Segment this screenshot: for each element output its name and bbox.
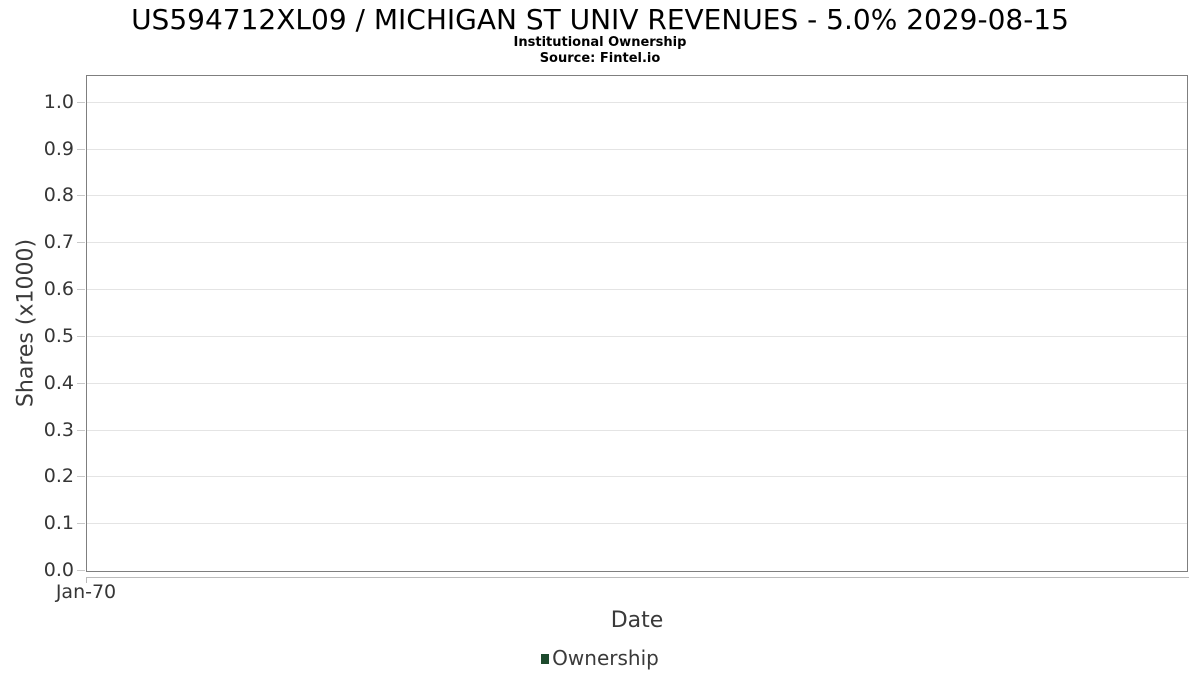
y-gridline	[87, 149, 1187, 150]
plot-area: 0.0 0.1 0.2 0.3 0.4 0.5 0.6 0.7 0.8 0.9 1.0	[44, 75, 1188, 581]
y-gridline	[87, 195, 1187, 196]
chart-source: Source: Fintel.io	[539, 51, 661, 66]
y-tick-mark	[77, 336, 85, 337]
y-axis-label: Shares (x1000)	[13, 238, 39, 408]
y-tick-mark	[77, 476, 85, 477]
y-tick-mark	[77, 289, 85, 290]
y-tick-label: 0.2	[43, 465, 74, 487]
y-tick-label: 0.0	[43, 559, 74, 581]
y-tick-label: 0.4	[43, 372, 74, 394]
legend: Ownership	[0, 646, 1200, 670]
y-tick-label: 0.3	[43, 419, 74, 441]
y-tick-mark	[77, 102, 85, 103]
y-gridline	[87, 523, 1187, 524]
y-gridline	[87, 476, 1187, 477]
y-tick-mark	[77, 149, 85, 150]
y-tick-mark	[77, 195, 85, 196]
y-tick-mark	[77, 430, 85, 431]
chart-subtitle: Institutional Ownership	[513, 35, 687, 50]
y-tick-label: 0.6	[43, 278, 74, 300]
x-tick-mark	[86, 577, 87, 583]
y-gridline	[87, 289, 1187, 290]
y-gridline	[87, 336, 1187, 337]
y-tick-mark	[77, 242, 85, 243]
y-tick-label: 0.1	[43, 512, 74, 534]
y-tick-label: 0.8	[43, 184, 74, 206]
y-tick-label: 0.7	[43, 231, 74, 253]
legend-label: Ownership	[552, 646, 659, 670]
y-tick-mark	[77, 383, 85, 384]
y-tick-label: 1.0	[43, 91, 74, 113]
y-gridline	[87, 102, 1187, 103]
x-axis-label: Date	[610, 608, 664, 633]
y-tick-label: 0.9	[43, 138, 74, 160]
y-gridline	[87, 430, 1187, 431]
chart-title: US594712XL09 / MICHIGAN ST UNIV REVENUES…	[131, 3, 1069, 36]
y-tick-mark	[77, 570, 85, 571]
y-tick-label: 0.5	[43, 325, 74, 347]
y-gridline	[87, 383, 1187, 384]
x-tick-label: Jan-70	[55, 581, 117, 603]
y-gridline	[87, 242, 1187, 243]
y-tick-mark	[77, 523, 85, 524]
legend-marker-square	[541, 654, 550, 664]
x-axis-line	[86, 577, 1189, 578]
